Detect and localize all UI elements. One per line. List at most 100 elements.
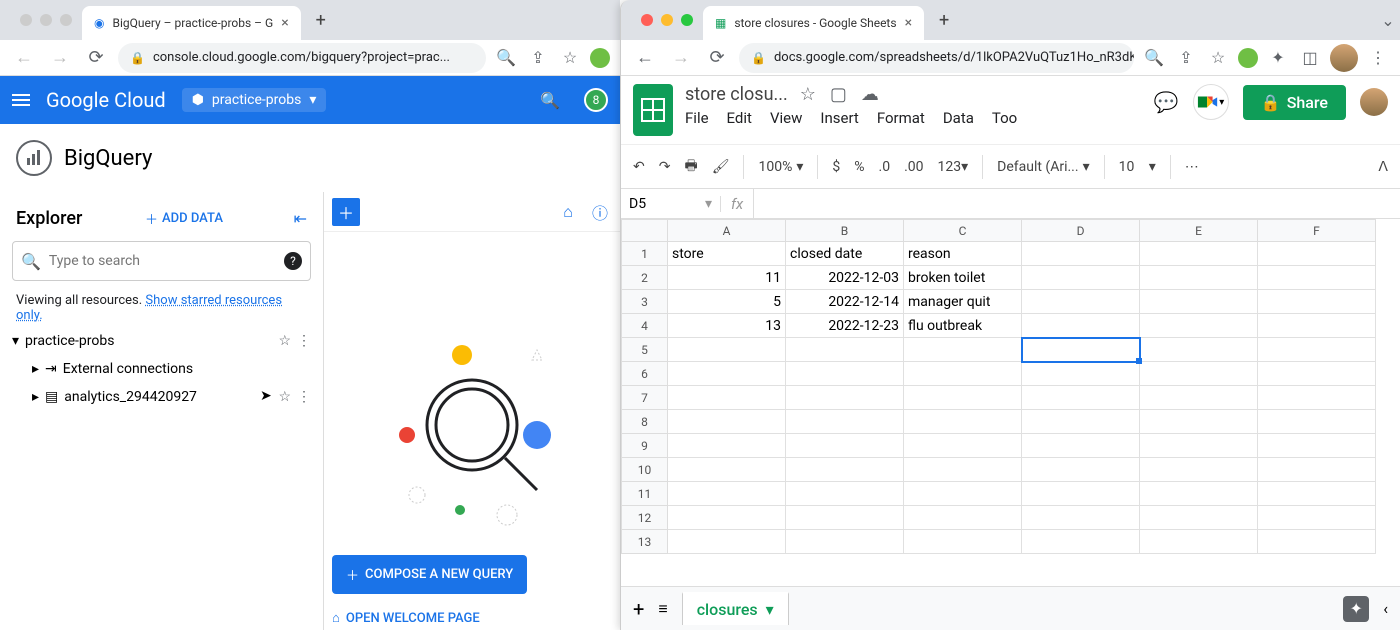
row-header[interactable]: 7 [622,386,668,410]
meet-button[interactable]: ▾ [1193,84,1229,120]
cell[interactable] [904,410,1022,434]
url-field[interactable]: 🔒 console.cloud.google.com/bigquery?proj… [118,43,486,73]
star-icon[interactable]: ☆ [278,333,291,349]
search-input[interactable] [49,253,276,269]
upwork-ext-icon[interactable] [1238,48,1258,68]
row-header[interactable]: 4 [622,314,668,338]
row-header[interactable]: 2 [622,266,668,290]
cell[interactable] [668,506,786,530]
close-tab-icon[interactable]: × [905,15,912,31]
cell[interactable] [1258,242,1376,266]
column-header[interactable]: F [1258,220,1376,242]
reload-button[interactable]: ⟳ [82,44,110,72]
percent-button[interactable]: % [854,159,864,175]
cell[interactable] [1022,482,1140,506]
more-toolbar-button[interactable]: ⋯ [1185,159,1199,175]
row-header[interactable]: 10 [622,458,668,482]
redo-button[interactable]: ↷ [659,159,671,175]
cell[interactable] [1022,290,1140,314]
cell[interactable] [1022,266,1140,290]
new-tab-button[interactable]: + [930,6,958,34]
profile-avatar[interactable] [1330,44,1358,72]
tree-item[interactable]: ▸▤analytics_294420927☆⋮ [8,383,315,411]
cell[interactable]: flu outbreak [904,314,1022,338]
collapse-sidebar-icon[interactable]: ⇤ [294,209,307,228]
cell[interactable] [786,506,904,530]
cell[interactable] [904,506,1022,530]
tree-item[interactable]: ▸⇥External connections [8,355,315,383]
column-header[interactable]: B [786,220,904,242]
cell[interactable] [1022,410,1140,434]
cell[interactable]: 2022-12-23 [786,314,904,338]
cell[interactable] [1258,530,1376,554]
row-header[interactable]: 5 [622,338,668,362]
new-query-tab-button[interactable]: ＋ [332,198,360,226]
chrome-menu-icon[interactable]: ⋮ [1366,46,1390,70]
cell[interactable] [1022,242,1140,266]
decrease-decimal-button[interactable]: .0 [879,159,891,175]
cell[interactable] [1258,482,1376,506]
gcloud-search-icon[interactable]: 🔍 [540,91,560,110]
back-button[interactable]: ← [631,44,659,72]
sheets-logo[interactable] [633,84,673,136]
cell[interactable] [1258,314,1376,338]
sheet-tab-closures[interactable]: closures ▾ [682,592,789,625]
cell[interactable] [1022,362,1140,386]
cell[interactable] [668,434,786,458]
menu-file[interactable]: File [685,109,709,127]
cell[interactable] [786,338,904,362]
row-header[interactable]: 11 [622,482,668,506]
move-icon[interactable]: ▢ [830,84,847,105]
maximize-window-icon[interactable] [681,14,693,26]
extensions-icon[interactable]: ✦ [1266,46,1290,70]
cell[interactable] [668,410,786,434]
cell[interactable] [1258,506,1376,530]
forward-button[interactable]: → [667,44,695,72]
undo-button[interactable]: ↶ [633,159,645,175]
column-header[interactable]: E [1140,220,1258,242]
menu-insert[interactable]: Insert [820,109,858,127]
spreadsheet-grid[interactable]: ABCDEF1storeclosed datereason2112022-12-… [621,219,1400,554]
minimize-window-icon[interactable] [40,14,52,26]
cell[interactable]: reason [904,242,1022,266]
paint-format-button[interactable]: 🖌 [712,159,730,175]
font-selector[interactable]: Default (Ari... ▾ [997,159,1089,175]
url-field[interactable]: 🔒 docs.google.com/spreadsheets/d/1lkOPA2… [739,43,1134,73]
menu-view[interactable]: View [770,109,802,127]
cell[interactable] [904,362,1022,386]
cell[interactable]: store [668,242,786,266]
close-tab-icon[interactable]: × [281,15,288,31]
cell[interactable] [904,482,1022,506]
back-button[interactable]: ← [10,44,38,72]
cell[interactable] [786,386,904,410]
cell[interactable] [668,362,786,386]
cell[interactable] [1140,434,1258,458]
menu-data[interactable]: Data [943,109,974,127]
row-header[interactable]: 13 [622,530,668,554]
more-formats-button[interactable]: 123▾ [938,159,969,175]
cell[interactable]: 2022-12-14 [786,290,904,314]
document-title[interactable]: store closu... [685,84,788,105]
cell[interactable] [1258,290,1376,314]
cell[interactable]: 5 [668,290,786,314]
formula-input[interactable] [753,189,1400,218]
row-header[interactable]: 9 [622,434,668,458]
column-header[interactable]: D [1022,220,1140,242]
increase-decimal-button[interactable]: .00 [904,159,923,175]
expand-icon[interactable]: ▾ [12,333,19,349]
hamburger-menu[interactable] [12,94,30,106]
extension-icon[interactable] [590,48,610,68]
close-window-icon[interactable] [20,14,32,26]
cell[interactable] [1140,266,1258,290]
notification-badge[interactable]: 8 [584,88,608,112]
cell[interactable]: 2022-12-03 [786,266,904,290]
cell[interactable] [904,530,1022,554]
cell[interactable] [1140,458,1258,482]
explore-button[interactable]: ✦ [1343,596,1369,622]
select-all-corner[interactable] [622,220,668,242]
cell[interactable] [1258,458,1376,482]
cell[interactable] [1140,314,1258,338]
reload-button[interactable]: ⟳ [703,44,731,72]
cell[interactable] [1140,410,1258,434]
cell[interactable] [1022,434,1140,458]
